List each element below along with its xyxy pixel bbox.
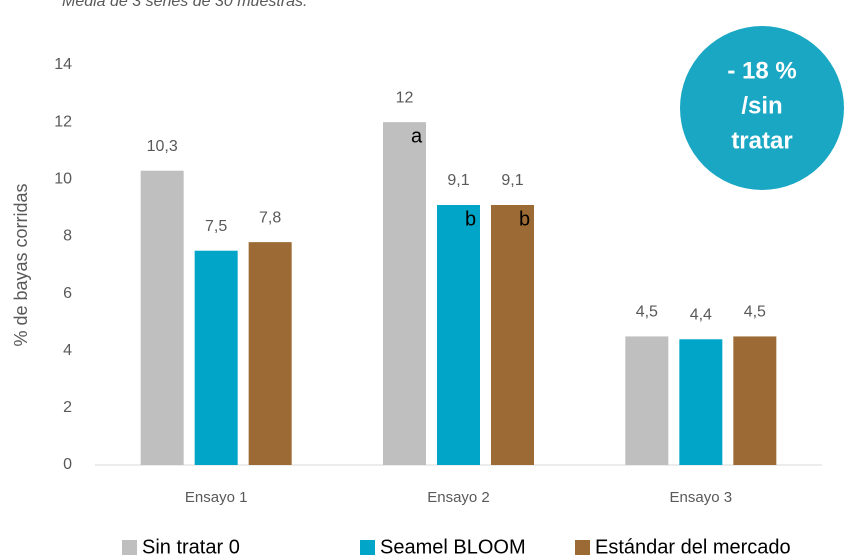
data-label: 4,5 [636, 304, 658, 321]
x-tick-label: Ensayo 1 [185, 489, 248, 506]
bar [679, 339, 723, 465]
legend-label: Estándar del mercado [595, 536, 791, 558]
y-axis-label: % de bayas corridas [11, 183, 31, 346]
significance-letter: b [519, 208, 530, 230]
data-label: 4,4 [690, 307, 712, 324]
badge-text: tratar [731, 127, 792, 154]
y-tick-label: 0 [63, 456, 72, 473]
y-tick-label: 8 [63, 228, 72, 245]
data-label: 7,8 [259, 209, 281, 226]
data-label: 9,1 [447, 172, 469, 189]
bar [140, 170, 184, 465]
y-tick-label: 2 [63, 399, 72, 416]
data-label: 12 [396, 89, 414, 106]
y-tick-label: 12 [54, 113, 72, 130]
bar [733, 336, 777, 465]
bar [383, 122, 426, 466]
x-tick-label: Ensayo 3 [670, 489, 733, 506]
legend-swatch [360, 540, 375, 555]
data-label: 9,1 [501, 172, 523, 189]
data-label: 10,3 [147, 138, 178, 155]
chart-subtitle: Media de 3 series de 30 muestras. [62, 0, 307, 10]
legend-label: Sin tratar 0 [142, 536, 240, 558]
bar [491, 205, 534, 465]
bar [437, 205, 480, 465]
y-tick-label: 4 [63, 342, 72, 359]
bar [625, 336, 669, 465]
badge-text: - 18 % [727, 57, 796, 84]
badge-text: /sin [741, 92, 782, 119]
badge-circle [680, 26, 844, 190]
significance-letter: b [465, 208, 476, 230]
bar [194, 250, 238, 465]
y-tick-label: 14 [54, 56, 72, 73]
bar [248, 242, 292, 465]
legend-label: Seamel BLOOM [380, 536, 526, 558]
x-tick-label: Ensayo 2 [427, 489, 490, 506]
y-tick-label: 6 [63, 285, 72, 302]
data-label: 7,5 [205, 218, 227, 235]
significance-letter: a [411, 125, 423, 147]
y-tick-label: 10 [54, 171, 72, 188]
legend-swatch [122, 540, 137, 555]
legend-swatch [575, 540, 590, 555]
data-label: 4,5 [744, 304, 766, 321]
